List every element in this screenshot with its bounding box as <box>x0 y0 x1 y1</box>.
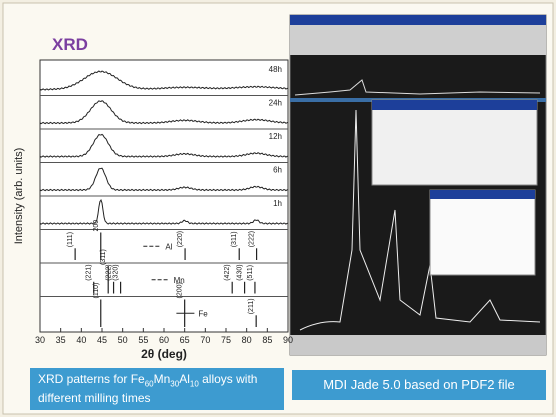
x-tick-label: 65 <box>180 335 190 345</box>
peak-label: (511) <box>247 265 254 281</box>
peak-label: (311) <box>100 249 107 265</box>
x-tick-label: 90 <box>283 335 293 345</box>
panel-label: 48h <box>269 65 282 74</box>
peak-label: (111) <box>67 232 74 247</box>
peak-label: (221) <box>86 264 93 280</box>
x-tick-label: 70 <box>200 335 210 345</box>
x-tick-label: 40 <box>76 335 86 345</box>
slide-title: XRD <box>52 35 88 54</box>
caption-text: MDI Jade 5.0 based on PDF2 file <box>323 377 515 392</box>
x-tick-label: 60 <box>159 335 169 345</box>
peak-label: (110) <box>93 283 100 299</box>
peak-label: (220) <box>177 231 184 247</box>
caption-text: Al <box>179 372 190 386</box>
page: XRD Intensity (arb. units) 2θ (deg) 30 35… <box>0 0 556 417</box>
toolbar <box>290 25 546 55</box>
peak-label: (200) <box>177 282 184 298</box>
x-tick-label: 75 <box>221 335 231 345</box>
panel-label: 24h <box>269 99 282 108</box>
x-tick-label: 50 <box>118 335 128 345</box>
legend-label: Fe <box>198 309 208 318</box>
panel-label: 12h <box>269 132 282 141</box>
subscript: 60 <box>145 379 154 388</box>
peak-label: (222) <box>249 231 256 247</box>
dialog-titlebar <box>372 100 537 110</box>
dialog <box>430 190 535 275</box>
caption-text: XRD patterns for Fe <box>38 372 145 386</box>
x-tick-label: 45 <box>97 335 107 345</box>
statusbar <box>290 335 546 355</box>
x-tick-label: 80 <box>242 335 252 345</box>
panel-label: 6h <box>273 166 282 175</box>
peak-label: (320) <box>113 264 120 280</box>
caption: MDI Jade 5.0 based on PDF2 file <box>292 370 546 400</box>
peak-label: (211) <box>248 298 255 314</box>
slide: XRD Intensity (arb. units) 2θ (deg) 30 35… <box>0 0 556 417</box>
peak-label: (222) <box>106 264 113 280</box>
peak-label: 200 <box>93 220 100 232</box>
peak-label: (422) <box>224 264 231 280</box>
x-tick-label: 30 <box>35 335 45 345</box>
x-tick-label: 55 <box>138 335 148 345</box>
subscript: 10 <box>190 379 199 388</box>
peak-label: (430) <box>237 264 244 280</box>
x-tick-label: 35 <box>56 335 66 345</box>
y-label: Intensity (arb. units) <box>13 148 25 245</box>
x-tick-label: 85 <box>262 335 272 345</box>
caption: XRD patterns for Fe60Mn30Al10 alloys wit… <box>30 368 284 410</box>
dialog <box>372 100 537 185</box>
peak-label: (311) <box>231 231 238 247</box>
caption-text: Mn <box>154 372 171 386</box>
dialog-titlebar <box>430 190 535 199</box>
panel-label: 1h <box>273 199 282 208</box>
window-titlebar <box>290 15 546 25</box>
x-label: 2θ (deg) <box>141 347 187 361</box>
legend-label: Al <box>165 242 172 251</box>
subscript: 30 <box>170 379 179 388</box>
